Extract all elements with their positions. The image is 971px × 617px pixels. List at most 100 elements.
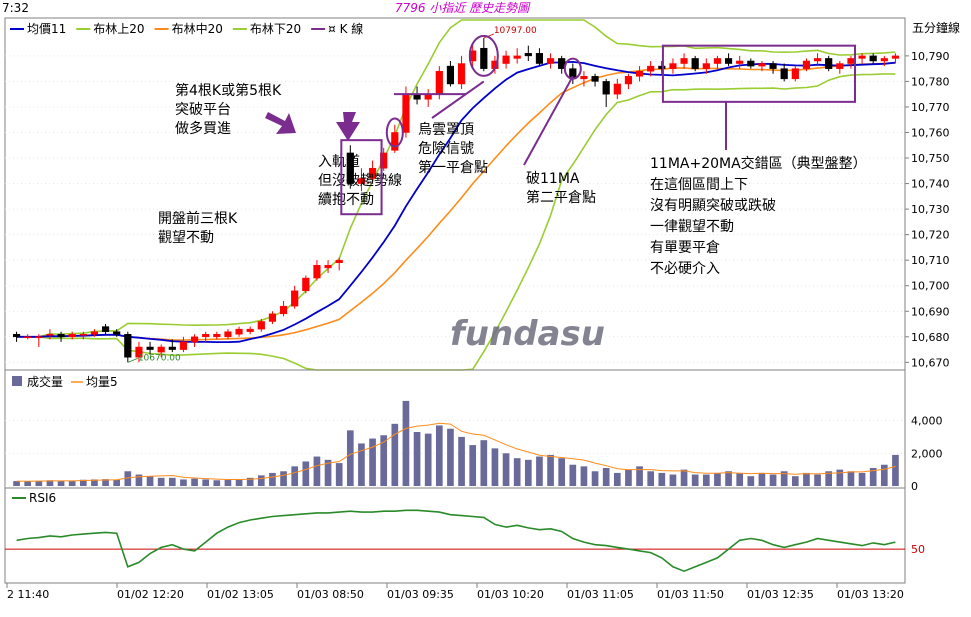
candle-body: [313, 265, 321, 279]
legend-label-0: 均價11: [27, 22, 66, 36]
volume-bar: [747, 476, 755, 486]
volume-bar: [547, 454, 554, 486]
high-price-label: 10797.00: [494, 26, 537, 36]
volume-bar: [435, 425, 443, 486]
volume-bar: [647, 471, 655, 486]
candle-body: [880, 58, 888, 62]
circle-break-ma11: [563, 57, 582, 80]
legend-swatch: [12, 376, 22, 386]
candle-body: [279, 305, 288, 315]
volume-bar: [313, 456, 321, 486]
volume-bar: [780, 471, 788, 486]
candle-body: [758, 63, 766, 67]
candle-body: [858, 55, 866, 59]
volume-bar: [358, 443, 365, 486]
candle-body: [624, 76, 633, 85]
rsi-legend-label-0: RSI6: [29, 491, 56, 505]
candle-body: [146, 346, 154, 350]
price-tick-label: 10,720: [911, 229, 950, 242]
annotation-dark-cloud-line-1: 危險信號: [418, 141, 474, 157]
price-tick-label: 10,670: [911, 356, 950, 369]
volume-bar: [257, 475, 265, 486]
volume-bar: [35, 480, 43, 486]
volume-bar: [803, 472, 810, 486]
candle-body: [891, 55, 900, 59]
candle-body: [847, 58, 855, 64]
volume-bar: [191, 478, 198, 486]
volume-bar: [79, 479, 87, 486]
candle-body: [647, 65, 655, 72]
volume-bar: [480, 440, 488, 486]
volume-bar: [458, 436, 465, 486]
time-tick-label: 01/03 11:50: [657, 588, 724, 601]
candle-body: [480, 47, 488, 69]
volume-bar: [180, 479, 187, 486]
volume-bar: [524, 459, 532, 486]
annotation-breakout-line-2: 做多買進: [175, 120, 231, 137]
candle-body: [747, 60, 755, 67]
volume-bar: [346, 430, 354, 486]
low-marker-line: [127, 357, 138, 363]
price-tick-label: 10,690: [911, 305, 950, 318]
annotation-dark-cloud-line-0: 烏雲罩頂: [418, 121, 474, 138]
candle-body: [791, 68, 799, 80]
annotation-breakout-line-0: 第4根K或第5根K: [175, 82, 282, 99]
candle-body: [35, 336, 43, 339]
candle-body: [302, 277, 310, 292]
legend-label-4: ¤ K 線: [328, 21, 363, 36]
price-tick-label: 10,750: [911, 152, 950, 165]
volume-bar: [769, 474, 777, 486]
volume-bar: [691, 474, 699, 486]
annotation-dark-cloud-line-2: 第一平倉點: [418, 159, 488, 176]
price-tick-label: 10,700: [911, 280, 950, 293]
time-tick-label: 01/03 11:05: [567, 588, 634, 601]
candle-body: [124, 333, 132, 358]
time-tick-label: 2 11:40: [7, 588, 49, 601]
rsi-panel: 50 RSI6: [4, 487, 925, 584]
volume-bar: [858, 472, 866, 486]
candle-body: [613, 83, 621, 95]
candle-body: [46, 333, 54, 336]
volume-bar: [536, 456, 543, 486]
candle-body: [24, 336, 32, 339]
candle-body: [802, 60, 811, 69]
volume-bar: [558, 458, 566, 486]
volume-ma5-line: [16, 422, 896, 482]
time-tick-label: 01/03 10:20: [477, 588, 544, 601]
volume-bar: [424, 433, 432, 486]
volume-bar: [269, 472, 276, 486]
candle-body: [168, 346, 176, 350]
volume-bar: [24, 481, 32, 486]
candle-body: [157, 346, 165, 353]
candle-body: [90, 331, 99, 335]
volume-bar: [157, 477, 165, 486]
volume-bar: [613, 472, 621, 486]
candle-body: [291, 290, 299, 307]
annotation-consolidation-line-2: 沒有明顯突破或跌破: [650, 197, 776, 214]
timeframe-label: 五分鐘線: [912, 20, 960, 35]
candle-body: [602, 81, 610, 95]
candle-body: [68, 333, 76, 338]
time-tick-label: 01/02 13:05: [207, 588, 274, 601]
volume-bar: [324, 459, 332, 486]
candle-body: [724, 58, 733, 64]
volume-bar: [702, 474, 710, 486]
volume-bar: [46, 480, 54, 486]
volume-panel: 0 2,000 4,000 成交量 均量5: [4, 369, 943, 493]
candle-body: [57, 333, 65, 338]
header-bar: [0, 0, 971, 16]
candle-body: [135, 346, 143, 358]
volume-bar: [591, 471, 599, 486]
candle-body: [836, 63, 844, 69]
volume-bar: [636, 466, 643, 486]
candle-body: [346, 152, 354, 184]
volume-bar: [669, 474, 677, 486]
price-tick-label: 10,680: [911, 331, 950, 344]
candle-body: [658, 65, 666, 69]
volume-bar: [102, 479, 109, 486]
candle-body: [213, 333, 221, 338]
volume-bar: [168, 477, 176, 486]
time-tick-label: 01/03 12:35: [747, 588, 814, 601]
volume-bar: [869, 468, 877, 486]
